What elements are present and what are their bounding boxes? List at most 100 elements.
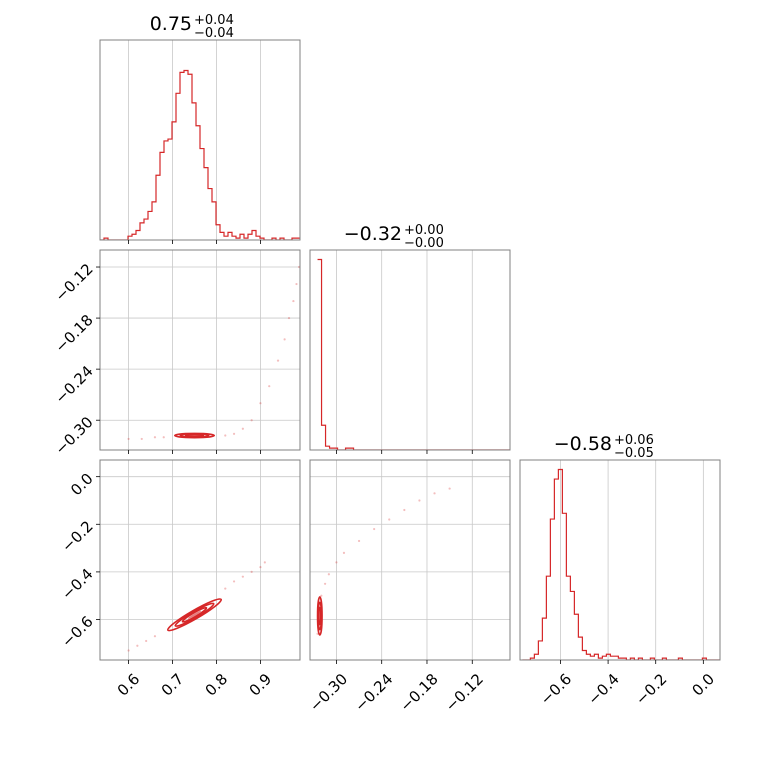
- y-tick-label: −0.6: [58, 612, 96, 650]
- panel-frame: [519, 459, 721, 661]
- contour-core: [189, 435, 200, 437]
- histogram-bin: [164, 141, 168, 240]
- x-tick-label: 0.8: [202, 670, 232, 700]
- scatter-point: [136, 644, 139, 647]
- hist-p1-plot-area: [100, 40, 300, 240]
- scatter-point: [268, 385, 271, 388]
- scatter-point: [232, 580, 236, 583]
- scatter-point: [224, 434, 227, 437]
- x-tick-label: −0.30: [306, 670, 351, 715]
- histogram-step-line: [100, 69, 300, 240]
- contour-level-3: [317, 606, 322, 626]
- x-tick-label: −0.4: [584, 670, 622, 708]
- scatter-point: [373, 527, 376, 531]
- scatter-point: [403, 508, 406, 512]
- x-tick-label: 0.9: [246, 670, 276, 700]
- hist-p3-plot-area: [522, 460, 720, 660]
- x-tick-label: 0.0: [688, 670, 718, 700]
- panel-title-median: −0.32: [344, 223, 402, 245]
- contour-level-3: [181, 606, 208, 623]
- x-tick-label: −0.12: [442, 670, 487, 715]
- x-tick-label: 0.6: [114, 670, 144, 700]
- scatter-point: [241, 575, 244, 578]
- scatter-point: [263, 561, 266, 564]
- scatter-p2-p3-plot-area: [310, 460, 510, 660]
- scatter-point: [127, 649, 130, 652]
- x-tick-label: −0.18: [396, 670, 441, 715]
- panel-title-upper-error: +0.06: [614, 433, 654, 448]
- scatter-point: [241, 427, 244, 430]
- hist-p3: −0.58 +0.06−0.05 −0.6 −0.4 −0.2 0.0: [519, 433, 721, 709]
- panel-title-upper-error: +0.00: [404, 223, 444, 238]
- panel-title-median: 0.75: [150, 13, 192, 35]
- panel-title-median: −0.58: [554, 433, 612, 455]
- scatter-point: [276, 359, 280, 362]
- panel-title-lower-error: −0.04: [194, 26, 234, 41]
- scatter-p1-p2-plot-area: [100, 250, 300, 450]
- y-tick-label: −0.12: [51, 260, 96, 305]
- hist-p2-plot-area: [317, 250, 510, 450]
- y-tick-label: −0.24: [51, 362, 96, 407]
- scatter-point: [433, 492, 436, 495]
- scatter-point: [153, 635, 157, 638]
- x-tick-label: −0.2: [632, 670, 670, 708]
- x-tick-label: −0.6: [537, 670, 575, 708]
- contour-level-2: [174, 602, 215, 627]
- y-tick-label: −0.4: [58, 565, 96, 603]
- panel-frame: [99, 39, 301, 241]
- histogram-bin: [168, 139, 172, 240]
- panel-frame: [309, 249, 511, 451]
- scatter-point: [287, 316, 291, 320]
- x-tick-label: −0.24: [351, 670, 396, 715]
- scatter-point: [292, 299, 295, 303]
- scatter-point: [335, 561, 338, 564]
- contour-level-3: [184, 433, 205, 438]
- hist-p1: 0.75 +0.04−0.04: [99, 13, 301, 244]
- scatter-point: [127, 437, 130, 441]
- scatter-point: [162, 436, 165, 439]
- scatter-point: [295, 282, 298, 286]
- scatter-point: [250, 419, 253, 422]
- scatter-point: [418, 499, 421, 502]
- panel-title-upper-error: +0.04: [194, 13, 234, 28]
- panel-title-lower-error: −0.05: [614, 446, 654, 461]
- histogram-step-line: [522, 468, 720, 660]
- scatter-point: [388, 518, 391, 521]
- scatter-p2-p3: −0.30 −0.24 −0.18 −0.12: [306, 459, 511, 715]
- panel-title-lower-error: −0.00: [404, 236, 444, 251]
- scatter-point: [342, 551, 346, 554]
- hist-p2: −0.32 +0.00−0.00: [309, 223, 511, 454]
- scatter-point: [145, 639, 148, 643]
- panel-frame: [99, 459, 301, 661]
- panel-frame: [99, 249, 301, 451]
- histogram-bin: [184, 70, 188, 240]
- x-tick-label: 0.7: [158, 670, 188, 700]
- scatter-point: [259, 566, 262, 569]
- histogram-step-line: [317, 258, 510, 450]
- scatter-point: [224, 587, 227, 590]
- scatter-point: [283, 338, 286, 341]
- scatter-point: [140, 437, 143, 441]
- scatter-point: [320, 594, 323, 597]
- scatter-p1-p3: 0.6 0.7 0.8 0.9 −0.6 −0.4 −0.2 0.0: [58, 459, 301, 700]
- scatter-point: [259, 402, 262, 405]
- y-tick-label: 0.0: [67, 470, 97, 500]
- scatter-point: [357, 539, 361, 543]
- scatter-p1-p2: −0.30 −0.24 −0.18 −0.12: [51, 249, 301, 458]
- contour-core: [187, 610, 202, 619]
- y-tick-label: −0.18: [51, 311, 96, 356]
- y-tick-label: −0.2: [58, 517, 96, 555]
- y-tick-label: −0.30: [51, 413, 96, 458]
- scatter-point: [232, 432, 236, 435]
- scatter-point: [153, 436, 157, 439]
- panel-frame: [309, 459, 511, 661]
- scatter-p1-p3-plot-area: [100, 460, 300, 660]
- scatter-point: [327, 573, 330, 576]
- scatter-point: [323, 582, 327, 585]
- contour-core: [319, 611, 321, 621]
- scatter-point: [250, 570, 253, 574]
- histogram-bin: [180, 72, 184, 240]
- contour-level-1: [166, 598, 223, 632]
- scatter-point: [448, 487, 451, 490]
